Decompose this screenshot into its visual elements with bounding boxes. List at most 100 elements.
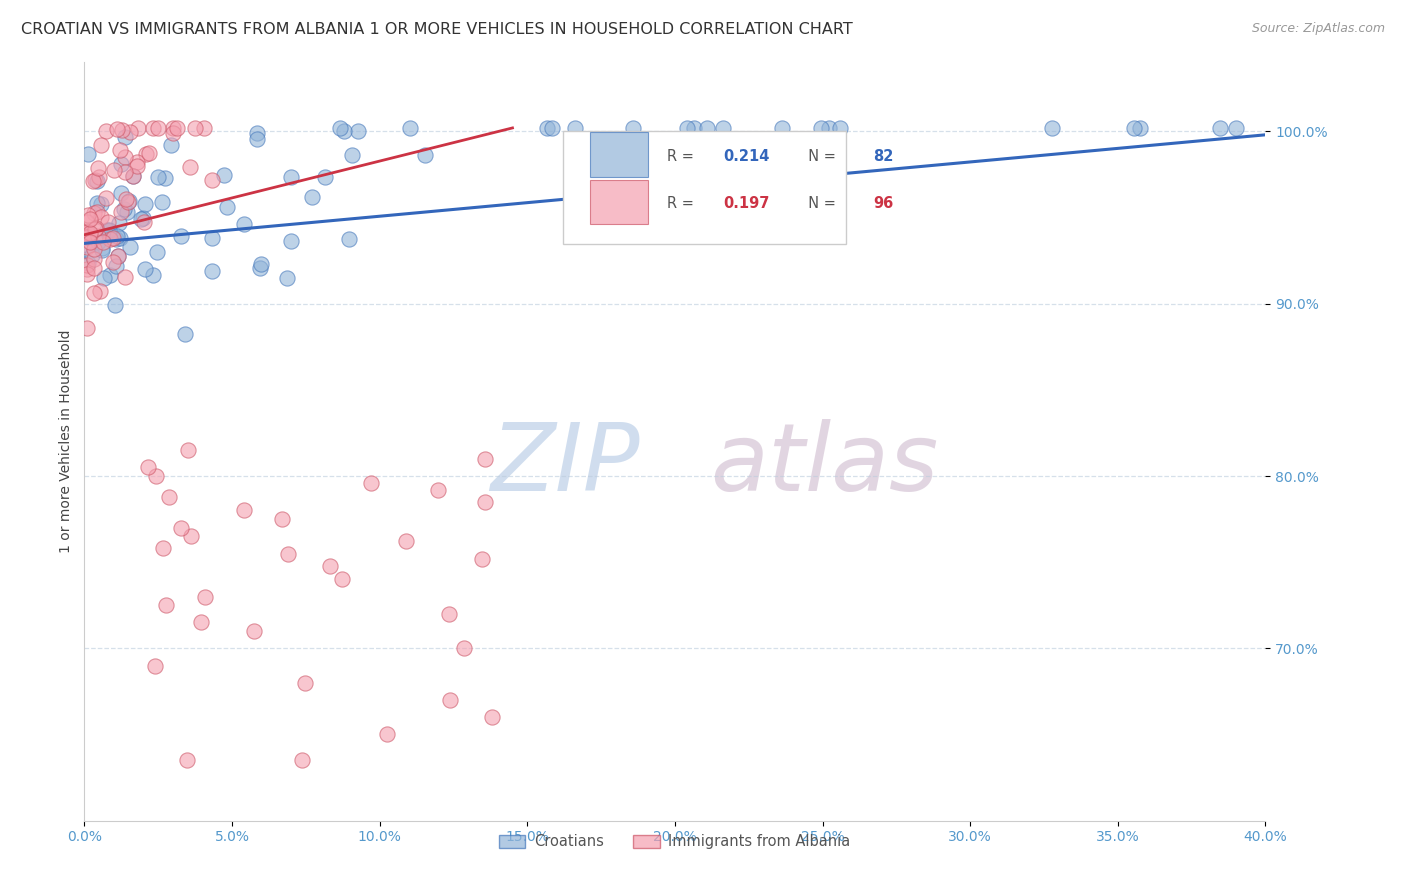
Point (129, 212, 152, 227)
Point (177, 443, 200, 458)
Point (1209, 120, 1232, 135)
Point (115, 205, 138, 219)
Text: N =: N = (799, 149, 841, 164)
Point (134, 262, 156, 277)
Point (170, 521, 193, 535)
Point (76, 240, 98, 254)
Point (118, 240, 141, 254)
Point (101, 231, 124, 245)
Point (76, 258, 98, 272)
Point (153, 171, 176, 186)
Point (105, 232, 128, 246)
Point (83, 261, 105, 276)
Point (103, 162, 125, 177)
Point (77, 208, 100, 222)
Point (375, 727, 398, 741)
Point (134, 196, 156, 211)
Point (413, 148, 436, 162)
FancyBboxPatch shape (591, 132, 648, 177)
Point (86, 195, 108, 210)
Point (301, 189, 323, 203)
Point (76, 224, 98, 238)
Point (437, 607, 460, 621)
Point (83, 173, 105, 187)
Point (89, 169, 111, 184)
Point (170, 229, 193, 244)
Point (135, 147, 157, 161)
Point (97, 222, 120, 236)
Y-axis label: 1 or more Vehicles in Household: 1 or more Vehicles in Household (59, 330, 73, 553)
Point (110, 157, 132, 171)
Point (90, 243, 112, 257)
Point (474, 451, 496, 466)
Point (76, 321, 98, 335)
Point (76, 227, 98, 241)
Point (232, 217, 254, 231)
Point (474, 495, 496, 509)
Point (122, 169, 145, 183)
Text: ZIP: ZIP (489, 418, 640, 510)
Point (118, 194, 141, 209)
Point (76, 230, 98, 244)
Point (108, 216, 131, 230)
Point (142, 120, 165, 135)
Point (143, 658, 166, 673)
Point (333, 124, 356, 138)
Point (94, 191, 117, 205)
Point (83, 243, 105, 257)
Point (79, 235, 101, 250)
Point (76, 262, 98, 277)
Point (87, 229, 110, 244)
Point (319, 558, 342, 573)
Point (118, 125, 141, 139)
Point (329, 120, 352, 135)
Point (90, 210, 112, 224)
Point (818, 120, 841, 135)
Point (132, 215, 155, 229)
Point (97, 227, 120, 242)
Point (90, 138, 112, 153)
Point (112, 202, 135, 216)
Point (183, 120, 205, 135)
Point (138, 145, 160, 160)
Legend: Croatians, Immigrants from Albania: Croatians, Immigrants from Albania (494, 829, 856, 855)
Point (696, 120, 718, 135)
Text: 96: 96 (873, 196, 894, 211)
Point (79, 227, 101, 241)
Point (540, 120, 562, 135)
Point (621, 120, 644, 135)
Point (193, 120, 215, 135)
Point (157, 490, 180, 504)
FancyBboxPatch shape (562, 130, 846, 244)
Point (114, 165, 136, 179)
Point (214, 168, 236, 182)
Text: CROATIAN VS IMMIGRANTS FROM ALBANIA 1 OR MORE VEHICLES IN HOUSEHOLD CORRELATION : CROATIAN VS IMMIGRANTS FROM ALBANIA 1 OR… (21, 22, 853, 37)
Point (87, 161, 110, 176)
Point (76, 225, 98, 239)
Point (676, 120, 699, 135)
Point (180, 529, 202, 543)
Point (146, 244, 169, 259)
Point (347, 124, 370, 138)
Text: N =: N = (799, 196, 841, 211)
Point (142, 268, 165, 282)
Point (246, 127, 269, 141)
Point (294, 675, 316, 690)
Point (91, 235, 114, 249)
Point (104, 298, 127, 312)
Point (98, 224, 121, 238)
Point (830, 120, 852, 135)
Point (89, 285, 111, 299)
Point (76, 267, 98, 281)
Point (439, 693, 461, 707)
Point (91, 241, 114, 255)
Point (122, 169, 145, 183)
Text: R =: R = (666, 196, 699, 211)
Text: 0.197: 0.197 (723, 196, 769, 211)
Point (471, 551, 494, 566)
Point (77, 227, 100, 241)
Point (117, 194, 139, 209)
Point (83, 286, 105, 301)
Point (427, 483, 450, 497)
Text: 82: 82 (873, 149, 894, 164)
